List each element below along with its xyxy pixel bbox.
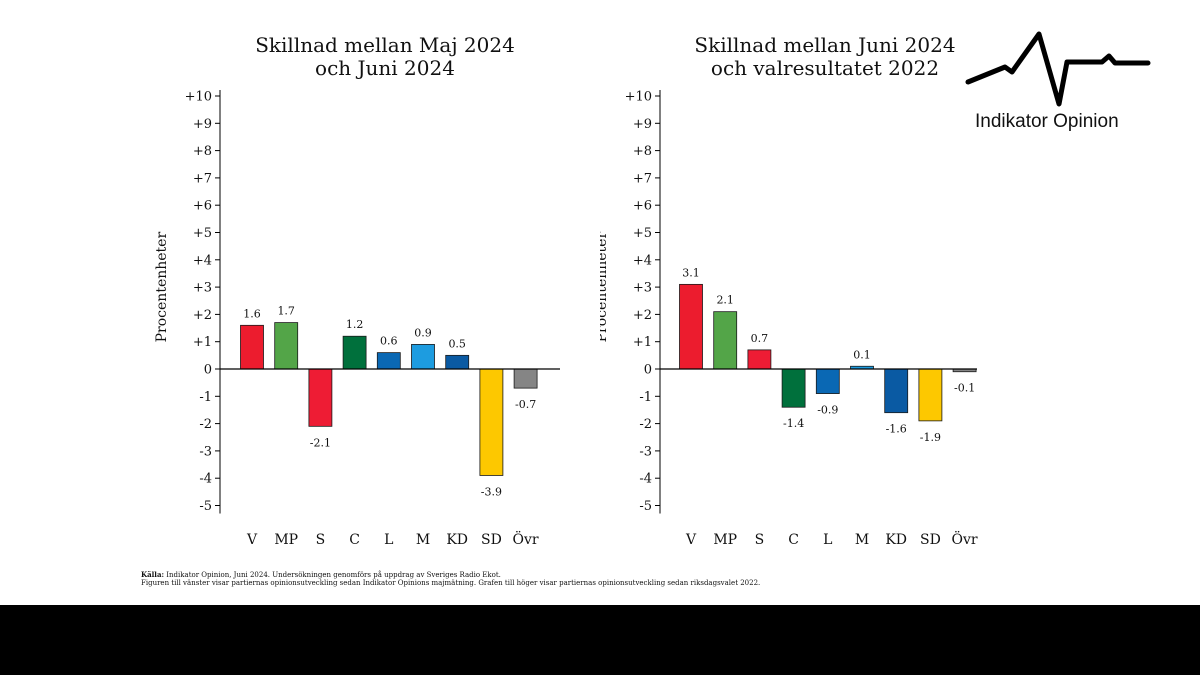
data-label-M: 0.1 xyxy=(853,348,871,361)
y-tick-label: -4 xyxy=(639,472,652,487)
bar-S xyxy=(747,349,772,370)
category-label-MP: MP xyxy=(713,532,737,548)
y-tick-label: 0 xyxy=(204,363,212,378)
data-label-C: -1.4 xyxy=(783,417,804,430)
y-tick-label: +2 xyxy=(633,308,652,323)
data-label-MP: 1.7 xyxy=(277,305,295,318)
data-label-V: 1.6 xyxy=(243,307,261,320)
bar-C xyxy=(781,368,806,408)
chart-title-right: Skillnad mellan Juni 2024 och valresulta… xyxy=(694,33,956,80)
y-tick-label: -1 xyxy=(199,390,212,405)
y-tick-label: +4 xyxy=(633,253,652,268)
bar-S xyxy=(308,368,333,427)
y-tick-label: +5 xyxy=(633,226,652,241)
data-label-SD: -1.9 xyxy=(920,431,941,444)
indikator-logo-icon xyxy=(965,31,1151,107)
data-label-S: -2.1 xyxy=(310,436,331,449)
data-label-SD: -3.9 xyxy=(481,485,502,498)
y-tick-label: -2 xyxy=(639,417,652,432)
y-tick-label: -3 xyxy=(199,444,212,459)
bar-M xyxy=(411,344,435,370)
y-tick-label: +7 xyxy=(633,171,652,186)
category-label-Övr: Övr xyxy=(952,530,978,548)
bar-KD xyxy=(445,354,470,370)
bar-V xyxy=(679,283,703,370)
bar-chart-left: +10+9+8+7+6+5+4+3+2+10-1-2-3-4-5Procente… xyxy=(154,90,560,548)
category-label-L: L xyxy=(384,532,393,548)
category-label-MP: MP xyxy=(274,532,298,548)
y-tick-label: +8 xyxy=(633,144,652,159)
category-label-S: S xyxy=(316,532,326,548)
footnote-source-text: Indikator Opinion, Juni 2024. Undersökni… xyxy=(164,571,501,579)
bar-chart-right: +10+9+8+7+6+5+4+3+2+10-1-2-3-4-5Procente… xyxy=(600,90,978,549)
y-tick-label: +8 xyxy=(193,144,212,159)
logo-text: Indikator Opinion xyxy=(975,111,1119,132)
category-label-KD: KD xyxy=(446,532,468,548)
y-tick-label: +3 xyxy=(193,281,212,296)
category-label-C: C xyxy=(349,532,360,548)
y-tick-label: +7 xyxy=(193,171,212,186)
footnote-source-label: Källa: xyxy=(141,570,165,579)
y-tick-label: -4 xyxy=(199,472,212,487)
y-tick-label: -5 xyxy=(639,499,652,514)
bar-SD xyxy=(479,368,504,476)
y-tick-label: -1 xyxy=(639,390,652,405)
category-label-L: L xyxy=(823,532,832,548)
y-tick-label: +10 xyxy=(185,90,212,105)
y-axis-title: Procentenheter xyxy=(154,232,170,343)
category-label-KD: KD xyxy=(885,532,907,548)
y-tick-label: -5 xyxy=(199,499,212,514)
y-tick-label: +4 xyxy=(193,253,212,268)
bar-MP xyxy=(274,322,299,370)
y-tick-label: +6 xyxy=(193,199,212,214)
y-tick-label: +6 xyxy=(633,199,652,214)
category-label-Övr: Övr xyxy=(513,530,539,548)
bar-KD xyxy=(884,368,909,414)
data-label-Övr: -0.1 xyxy=(954,382,975,395)
y-tick-label: 0 xyxy=(644,363,652,378)
data-label-KD: 0.5 xyxy=(448,337,466,350)
slide: Skillnad mellan Maj 2024 och Juni 2024 S… xyxy=(141,31,1151,588)
footnote: Källa: Indikator Opinion, Juni 2024. Und… xyxy=(141,570,1041,588)
y-tick-label: +5 xyxy=(193,226,212,241)
bar-MP xyxy=(713,311,738,370)
y-tick-label: -3 xyxy=(639,444,652,459)
bar-Övr xyxy=(513,368,538,389)
y-tick-label: +2 xyxy=(193,308,212,323)
y-tick-label: +9 xyxy=(633,117,652,132)
data-label-KD: -1.6 xyxy=(886,423,907,436)
data-label-M: 0.9 xyxy=(414,326,432,339)
category-label-M: M xyxy=(855,532,869,548)
data-label-Övr: -0.7 xyxy=(515,398,536,411)
y-tick-label: +10 xyxy=(625,90,652,105)
category-label-V: V xyxy=(685,532,697,548)
bar-SD xyxy=(918,368,943,422)
bar-C xyxy=(342,335,367,370)
category-label-SD: SD xyxy=(481,532,502,548)
data-label-L: -0.9 xyxy=(817,404,838,417)
y-tick-label: +1 xyxy=(193,335,212,350)
data-label-L: 0.6 xyxy=(380,335,398,348)
y-tick-label: -2 xyxy=(199,417,212,432)
data-label-MP: 2.1 xyxy=(716,294,734,307)
chart-title-left: Skillnad mellan Maj 2024 och Juni 2024 xyxy=(255,33,515,80)
bottom-band xyxy=(0,605,1200,675)
category-label-SD: SD xyxy=(920,532,941,548)
bar-V xyxy=(240,324,264,370)
category-label-S: S xyxy=(755,532,765,548)
bar-L xyxy=(376,352,401,370)
y-axis-title: Procentenheter xyxy=(600,232,610,343)
y-tick-label: +3 xyxy=(633,281,652,296)
data-label-C: 1.2 xyxy=(346,318,364,331)
bar-L xyxy=(815,368,840,394)
footnote-note: Figuren till vänster visar partiernas op… xyxy=(141,579,761,587)
data-label-V: 3.1 xyxy=(682,266,700,279)
y-tick-label: +1 xyxy=(633,335,652,350)
category-label-M: M xyxy=(416,532,430,548)
data-label-S: 0.7 xyxy=(751,332,769,345)
y-tick-label: +9 xyxy=(193,117,212,132)
category-label-C: C xyxy=(788,532,799,548)
category-label-V: V xyxy=(246,532,258,548)
